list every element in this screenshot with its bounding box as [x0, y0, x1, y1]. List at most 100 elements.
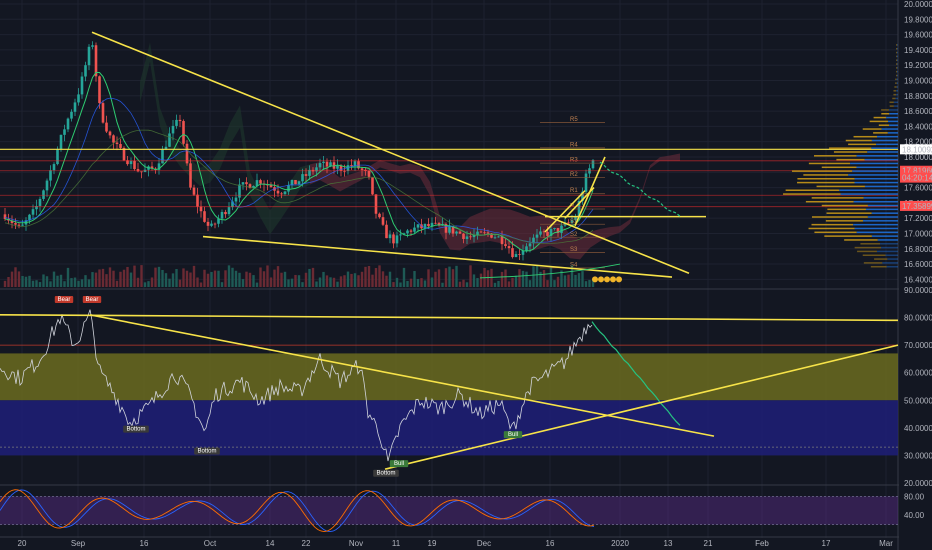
profile-bar-b	[853, 200, 898, 203]
profile-bar-a	[889, 105, 894, 107]
profile-bar-a	[808, 227, 855, 230]
profile-bar-a	[896, 51, 898, 54]
volume-profile	[783, 44, 898, 268]
cloud-segment	[230, 105, 240, 145]
time-tick-label: 16	[140, 539, 149, 548]
rsi-label: Bull	[508, 432, 518, 438]
rsi-trendlines[interactable]	[0, 314, 899, 470]
profile-bar-a	[797, 178, 855, 180]
volume-bar	[297, 275, 301, 287]
candle-body	[164, 146, 168, 150]
price-panel[interactable]: R5R4R3R2R1PS1S2S3S4	[0, 31, 898, 287]
candle-body	[479, 231, 483, 233]
volume-bar	[147, 281, 150, 287]
candle-body	[108, 131, 112, 136]
profile-bar-b	[893, 105, 898, 107]
volume-bar	[119, 271, 122, 287]
volume-bar	[318, 277, 322, 287]
profile-bar-a	[873, 132, 888, 134]
candle-body	[339, 165, 343, 171]
trendline	[202, 235, 673, 278]
candle-body	[21, 224, 24, 226]
volume-bar	[444, 268, 448, 287]
volume-bar	[346, 271, 350, 287]
time-axis[interactable]: 20 Sep 16 Oct 14 22 Nov 11 19 Dec 16 2020 13 21 Feb 17 M…	[18, 539, 894, 548]
volume-bar	[234, 270, 238, 287]
profile-bar-a	[893, 93, 897, 96]
profile-bar-b	[882, 262, 898, 264]
price-axis[interactable]: 20.00000 19.80000 19.60000 19.40000 19.20000…	[899, 0, 932, 550]
profile-bar-a	[808, 162, 851, 165]
volume-bar	[42, 274, 45, 287]
volume-bar	[497, 280, 500, 287]
volume-bar	[129, 272, 133, 287]
rsi-panel[interactable]: Bear Bear Bottom Bottom Bottom Bull Bull	[0, 296, 899, 477]
stoch-rsi-panel[interactable]	[0, 489, 898, 533]
price-tag-label: 17.35899	[902, 202, 932, 211]
volume-bar	[539, 271, 542, 287]
volume-bar	[462, 279, 465, 287]
profile-bar-b	[896, 86, 898, 88]
candle-body	[322, 161, 325, 164]
profile-bar-a	[896, 74, 898, 77]
volume-bar	[49, 281, 52, 287]
volume-bar	[63, 281, 66, 287]
volume-bar	[77, 280, 80, 287]
rsi-tick-label: 20.00000	[904, 479, 932, 488]
volume-bar	[252, 275, 255, 287]
candle-body	[406, 230, 409, 234]
volume-bar	[283, 271, 287, 287]
volume-bar	[563, 275, 567, 287]
volume-bar	[556, 276, 560, 287]
cloud-segment	[350, 171, 360, 187]
candle-body	[507, 246, 511, 249]
volume-bar	[416, 279, 420, 287]
profile-bar-a	[824, 235, 872, 237]
candle-body	[290, 179, 294, 186]
volume-bar	[409, 278, 413, 287]
candle-body	[367, 170, 371, 178]
stoch-series-line	[0, 489, 595, 533]
volume-bar	[161, 269, 164, 287]
volume-bar	[45, 276, 49, 287]
volume-bar	[448, 266, 451, 287]
volume-bar	[241, 279, 245, 287]
candle-body	[581, 191, 584, 201]
profile-bar-b	[896, 82, 898, 84]
cloud-segment	[450, 227, 460, 251]
candle-body	[49, 170, 52, 181]
profile-bar-b	[880, 246, 898, 249]
profile-bar-a	[892, 97, 896, 100]
moving-averages	[4, 71, 594, 252]
profile-bar-b	[871, 147, 898, 149]
candle-body	[192, 187, 196, 195]
candle-body	[17, 224, 21, 226]
rsi-label-bg	[123, 425, 149, 433]
price-trendlines[interactable]	[91, 31, 690, 283]
cloud-segment	[510, 209, 520, 249]
rsi-series-line	[0, 309, 593, 462]
candle-body	[182, 121, 185, 144]
time-tick-label: Oct	[204, 539, 217, 548]
candle-body	[3, 214, 7, 219]
profile-bar-b	[889, 124, 898, 126]
volume-bar	[126, 266, 129, 287]
candle-body	[206, 221, 210, 226]
volume-bar	[511, 277, 514, 287]
candle-body	[248, 184, 252, 188]
trendline	[544, 190, 586, 233]
profile-bar-a	[821, 204, 868, 207]
profile-bar-b	[897, 44, 898, 46]
volume-bar	[472, 274, 476, 287]
price-tick-label: 18.00000	[904, 153, 932, 162]
profile-bar-a	[797, 181, 855, 184]
pivot-label: S2	[570, 232, 578, 238]
candle-body	[122, 147, 126, 161]
profile-bar-a	[874, 258, 888, 260]
volume-bar	[570, 265, 574, 287]
volume-bar	[140, 265, 143, 287]
candle-body	[549, 229, 553, 236]
cloud-segment	[520, 212, 530, 252]
ma-long-line	[4, 129, 594, 244]
